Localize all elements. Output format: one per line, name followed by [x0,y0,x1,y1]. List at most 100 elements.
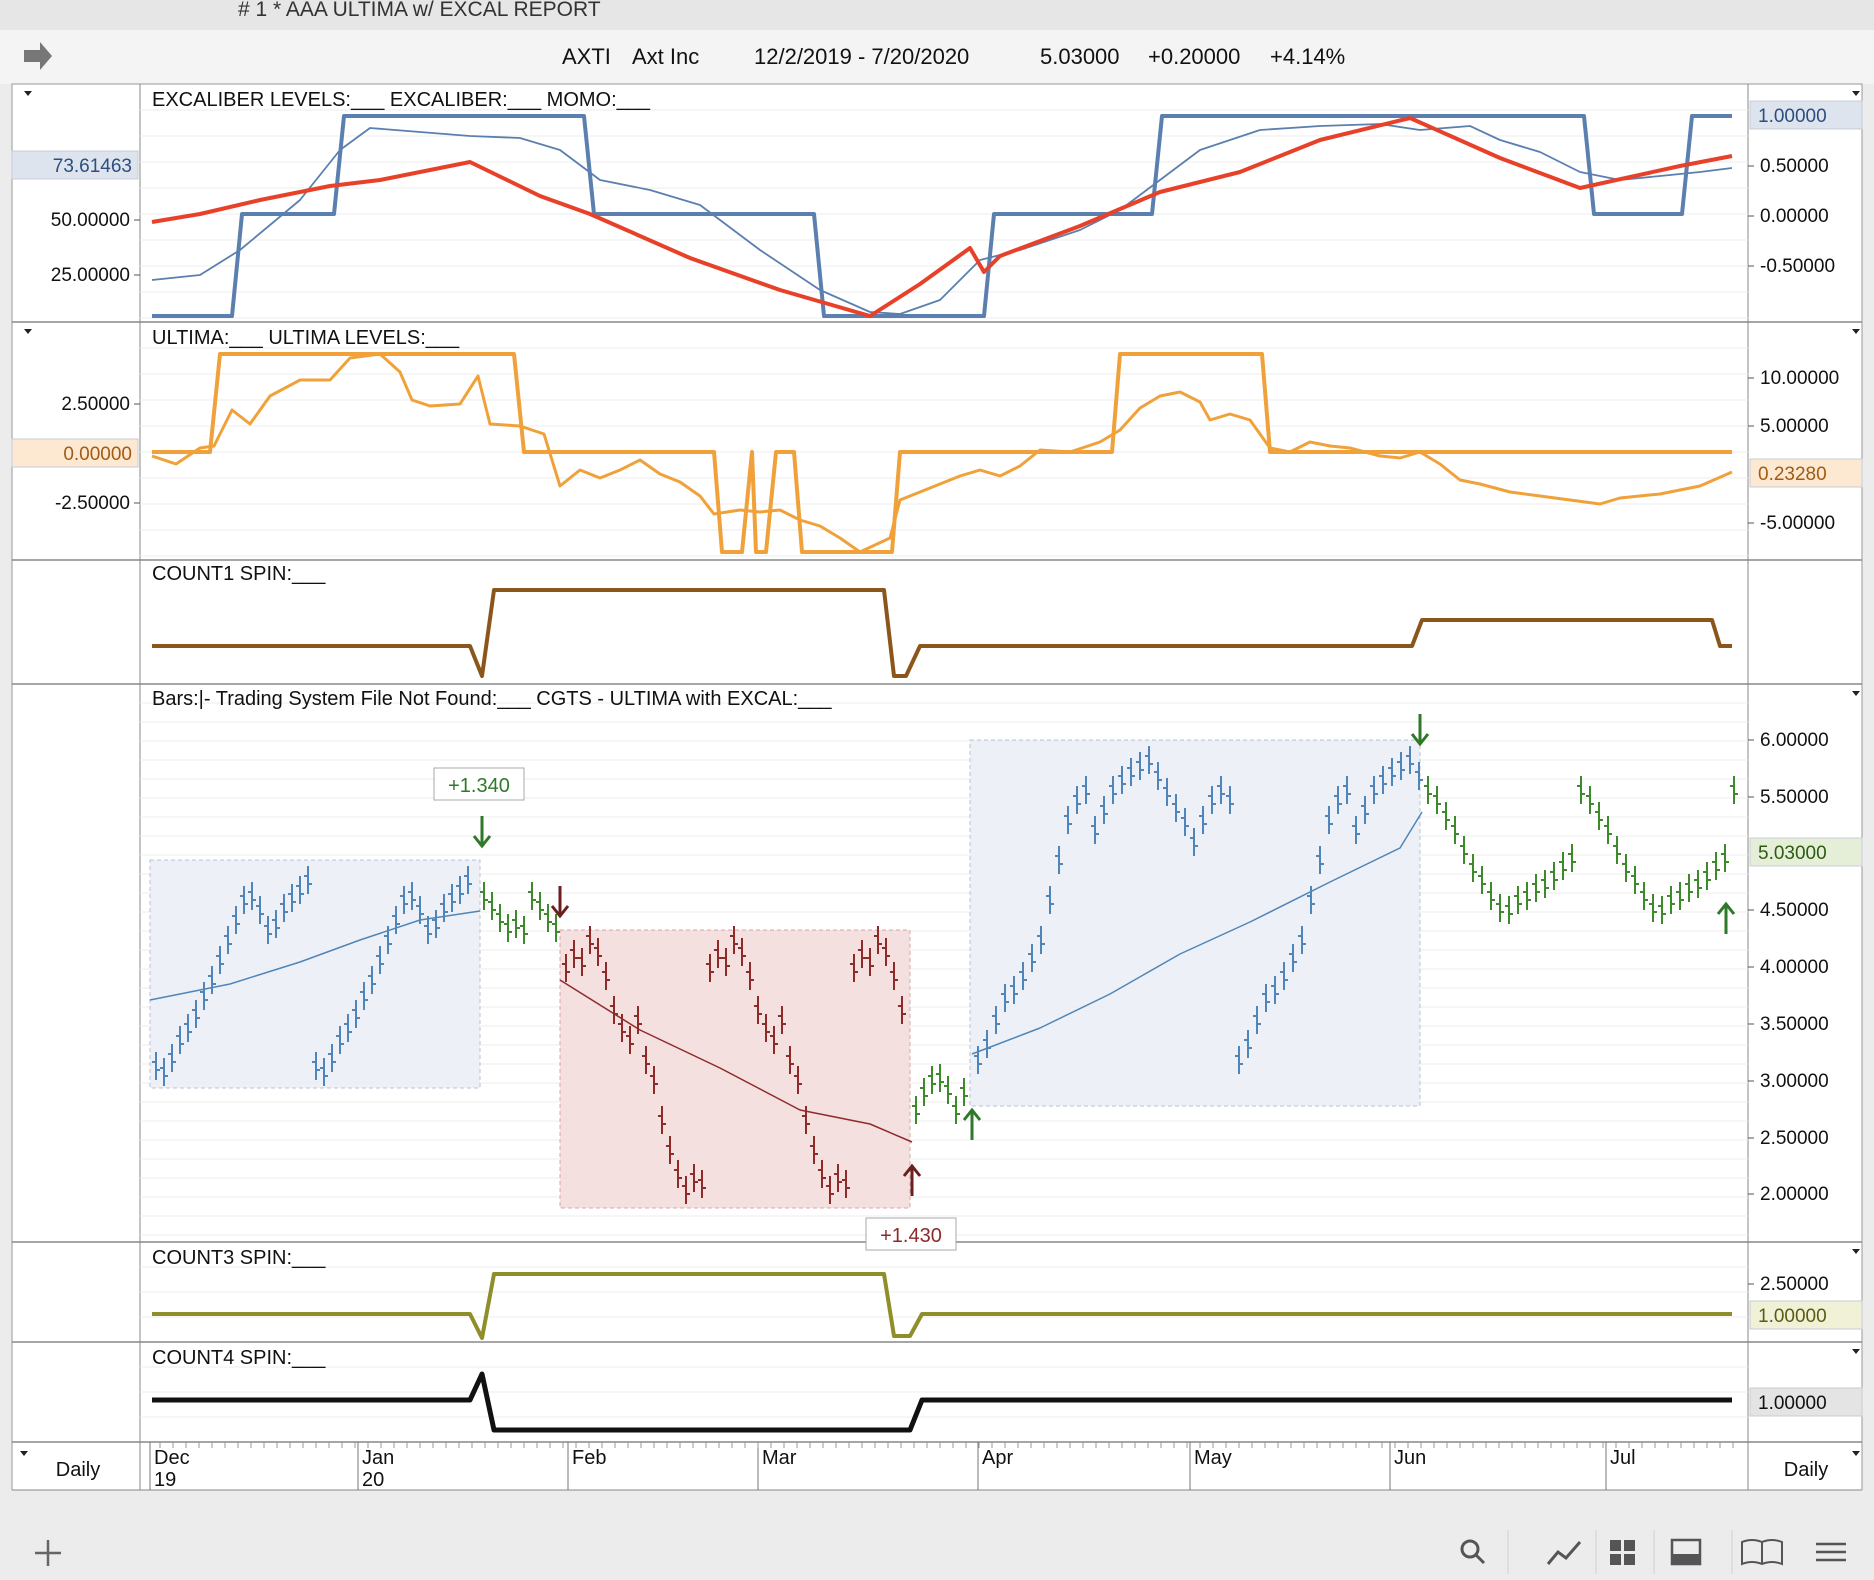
header-last-price: 5.03000 [1040,44,1120,69]
count4-spin-line [152,1371,1732,1433]
grid-icon[interactable] [1624,1540,1635,1551]
ultima-line [151,352,1733,554]
month-label: May [1194,1447,1232,1469]
ultima-right-badge: 0.23280 [1758,464,1827,485]
sell-arrow-icon [550,886,570,919]
left-axis-label: -2.50000 [55,493,130,514]
header-symbol: AXTI [562,44,611,69]
excal-legend[interactable]: EXCALIBER LEVELS:___ EXCALIBER:___ MOMO:… [152,89,651,111]
buy-arrow-icon [962,1107,982,1140]
count4-right-badge-bg [1749,1387,1863,1417]
right-axis-label: 2.50000 [1760,1128,1829,1149]
right-axis-label: -0.50000 [1760,256,1835,277]
excal-right-badge: 1.00000 [1758,106,1827,127]
pane-menu-icon[interactable] [1852,1349,1860,1354]
ultima-legend[interactable]: ULTIMA:___ ULTIMA LEVELS:___ [152,327,460,349]
trade-label-profit-2: +1.430 [880,1225,942,1247]
excal-right-badge-bg [1749,100,1863,130]
month-label: Feb [572,1447,606,1469]
count3-right-badge-bg [1749,1300,1863,1330]
pane-menu-icon[interactable] [1852,1249,1860,1254]
forward-arrow-icon[interactable] [24,42,52,70]
month-label: Mar [762,1447,797,1469]
right-axis-label: 4.00000 [1760,957,1829,978]
trend-line-2 [559,979,913,1143]
count1-legend[interactable]: COUNT1 SPIN:___ [152,563,326,585]
add-icon[interactable] [35,1540,61,1566]
excaliber-line [151,123,1733,315]
plot-frame [11,83,1863,1491]
pane-menu-icon[interactable] [1852,691,1860,696]
period-selector-right[interactable]: Daily [1784,1459,1828,1481]
right-axis-label: 5.50000 [1760,787,1829,808]
buy-arrow-icon [902,1163,922,1196]
month-label: Dec [154,1447,190,1469]
pane-menu-icon[interactable] [24,91,32,96]
trade-label-profit-1: +1.340 [448,775,510,797]
trade-region-short [559,929,911,1209]
left-axis-label: 2.50000 [61,394,130,415]
price-right-badge-bg [1749,837,1863,867]
excaliber-levels-line [152,114,1732,318]
header-change: +0.20000 [1148,44,1240,69]
period-selector-left[interactable]: Daily [56,1459,100,1481]
excal-left-badge-bg [11,150,139,180]
panel-icon-fill[interactable] [1672,1554,1700,1564]
right-axis-label: 6.00000 [1760,730,1829,751]
right-axis-label: 2.00000 [1760,1184,1829,1205]
search-icon[interactable] [1460,1539,1480,1559]
book-icon[interactable] [1741,1539,1783,1566]
momo-line [151,116,1733,318]
month-label: Jan [362,1447,394,1469]
price-right-badge: 5.03000 [1758,843,1827,864]
count4-right-badge: 1.00000 [1758,1393,1827,1414]
excal-left-badge: 73.61463 [53,156,132,177]
search-icon-handle[interactable] [1474,1553,1486,1565]
right-axis-label: 0.00000 [1760,206,1829,227]
trade-region-long-1 [149,859,481,1089]
grid-icon[interactable] [1624,1554,1635,1565]
month-label: Jun [1394,1447,1426,1469]
count1-spin-line [152,588,1732,678]
right-axis-label: 4.50000 [1760,900,1829,921]
right-axis-label: 0.50000 [1760,156,1829,177]
grid-icon[interactable] [1610,1554,1621,1565]
pane-menu-icon[interactable] [1852,329,1860,334]
trade-label-bg [433,767,525,801]
year-label: 20 [362,1469,384,1491]
count3-legend[interactable]: COUNT3 SPIN:___ [152,1247,326,1269]
right-axis-label: 2.50000 [1760,1274,1829,1295]
left-axis-label: 25.00000 [51,265,130,286]
trend-line-3 [971,811,1423,1055]
trade-label-bg [865,1217,957,1251]
month-label: Apr [982,1447,1013,1469]
sell-arrow-icon [472,816,492,849]
grid-icon[interactable] [1610,1540,1621,1551]
pane-menu-icon[interactable] [1852,91,1860,96]
header-company: Axt Inc [632,44,699,69]
right-axis-label: 3.00000 [1760,1071,1829,1092]
count4-legend[interactable]: COUNT4 SPIN:___ [152,1347,326,1369]
trade-region-long-2 [969,739,1421,1107]
ultima-left-badge-bg [11,438,139,468]
right-axis-label: -5.00000 [1760,513,1835,534]
ultima-right-badge-bg [1749,458,1863,488]
header-date-range: 12/2/2019 - 7/20/2020 [754,44,969,69]
sell-arrow-icon [1410,714,1430,747]
pane-menu-icon[interactable] [20,1451,28,1456]
window-title: # 1 * AAA ULTIMA w/ EXCAL REPORT [238,0,601,21]
count3-spin-line [152,1272,1732,1340]
title-bar [0,0,1874,30]
header-bar [0,30,1874,84]
pane-menu-icon[interactable] [24,329,32,334]
price-legend[interactable]: Bars:|- Trading System File Not Found:__… [152,688,832,710]
header-change-pct: +4.14% [1270,44,1345,69]
line-chart-icon[interactable] [1546,1541,1582,1565]
buy-arrow-icon [1716,901,1736,934]
right-axis-label: 10.00000 [1760,368,1839,389]
month-label: Jul [1610,1447,1636,1469]
pane-menu-icon[interactable] [1852,1451,1860,1456]
right-axis-label: 5.00000 [1760,416,1829,437]
